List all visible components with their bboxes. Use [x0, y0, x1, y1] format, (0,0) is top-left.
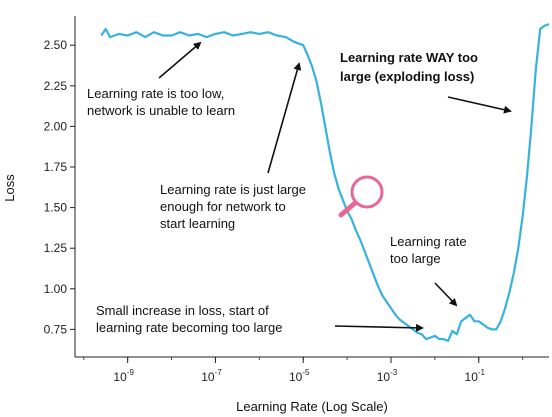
y-tick-label: 1.75 [44, 160, 68, 174]
annotation-small-increase: Small increase in loss, start of learnin… [96, 303, 282, 335]
magnifier-icon [338, 175, 384, 218]
arrow-just-large [267, 62, 302, 174]
x-tick-label: 10-5 [289, 368, 310, 384]
x-tick-label: 10-3 [377, 368, 398, 384]
y-axis-title: Loss [2, 174, 17, 202]
arrow-small-increase [334, 323, 424, 332]
y-tick-label: 2.50 [44, 38, 68, 52]
y-tick-label: 2.00 [44, 119, 68, 133]
arrow-too-low [158, 41, 202, 79]
y-tick-label: 1.00 [44, 282, 68, 296]
x-tick-label: 10-1 [465, 368, 486, 384]
x-tick-label: 10-9 [113, 368, 134, 384]
arrow-way-too-large [447, 96, 512, 114]
y-tick-label: 1.25 [44, 241, 68, 255]
annotation-just-large: Learning rate is just large enough for n… [160, 182, 310, 231]
annotation-too-low: Learning rate is too low, network is una… [87, 86, 235, 118]
x-axis-title: Learning Rate (Log Scale) [236, 399, 388, 414]
annotation-way-too-large: Learning rate WAY too large (exploding l… [340, 50, 482, 84]
y-tick-label: 0.75 [44, 322, 68, 336]
y-axis-ticks: 0.75 1.00 1.25 1.50 1.75 2.00 2.25 2.50 [44, 38, 75, 336]
x-axis-ticks: 10-910-710-510-310-1101 [83, 357, 524, 384]
x-tick-label: 10-7 [201, 368, 222, 384]
arrows [158, 41, 512, 332]
annotation-too-large: Learning rate too large [390, 234, 470, 266]
y-tick-label: 2.25 [44, 79, 68, 93]
loss-curve-line [100, 23, 550, 342]
y-tick-label: 1.50 [44, 201, 68, 215]
arrow-too-large [434, 282, 458, 307]
annotations: Learning rate is too low, network is una… [87, 50, 482, 335]
